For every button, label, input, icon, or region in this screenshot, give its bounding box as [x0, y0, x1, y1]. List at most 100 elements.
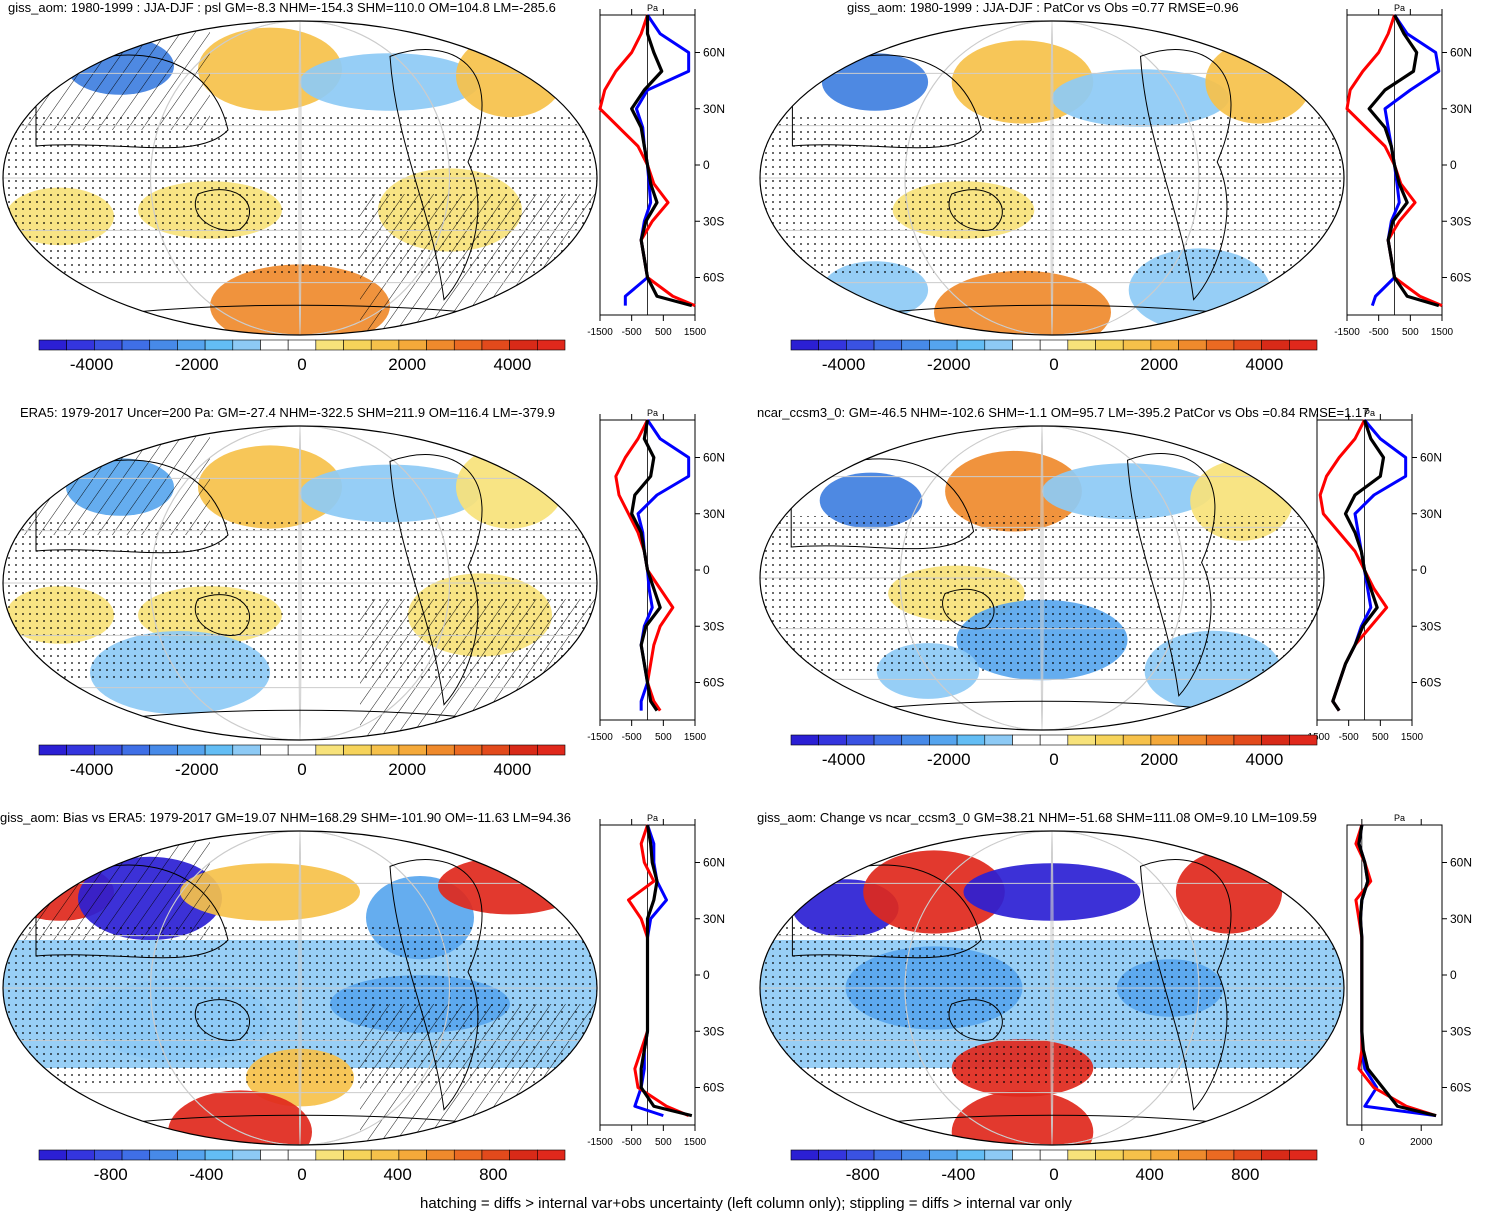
- colorbar-tick-label: -800: [846, 1165, 880, 1184]
- colorbar-cell: [426, 1149, 455, 1161]
- colorbar-tick-label: 4000: [493, 760, 531, 779]
- field-blob: [821, 53, 929, 111]
- colorbar-cell: [260, 744, 289, 756]
- colorbar-cell: [1039, 339, 1069, 351]
- colorbar-tick-label: -4000: [822, 750, 865, 769]
- colorbar-cell: [901, 339, 930, 351]
- y-tick-label: 30N: [1450, 912, 1472, 926]
- colorbar-tick-label: 4000: [493, 355, 531, 374]
- colorbar-cell: [453, 339, 483, 351]
- map-field: [3, 831, 597, 1145]
- colorbar-cell: [1150, 1149, 1179, 1161]
- zonal-line-diff: [1331, 419, 1386, 712]
- stippling: [760, 114, 1344, 274]
- map: [759, 425, 1325, 731]
- panel-p3: ERA5: 1979-2017 Uncer=200 Pa: GM=-27.4 N…: [0, 405, 740, 805]
- colorbar-cell: [1039, 1149, 1069, 1161]
- unit-label: Pa: [647, 408, 658, 418]
- panel-title: giss_aom: Change vs ncar_ccsm3_0 GM=38.2…: [757, 810, 1317, 825]
- map-border: [2, 830, 598, 1146]
- y-tick-label: 30N: [703, 507, 725, 521]
- x-tick-label: 500: [1402, 327, 1419, 338]
- colorbar-cell: [1012, 1149, 1041, 1161]
- colorbar-cell: [790, 734, 819, 746]
- map-field: [760, 21, 1344, 335]
- y-tick-label: 60N: [703, 451, 725, 465]
- colorbar-cell: [149, 1149, 178, 1161]
- y-tick-label: 60S: [1450, 1081, 1471, 1095]
- colorbar-cell: [1039, 734, 1069, 746]
- y-tick-label: 30S: [703, 1024, 724, 1038]
- colorbar-cell: [1205, 1149, 1235, 1161]
- colorbar-cell: [315, 1149, 344, 1161]
- colorbar-tick-label: 2000: [388, 355, 426, 374]
- colorbar-tick-label: -2000: [927, 750, 970, 769]
- map-field: [3, 21, 597, 335]
- zonal-line-diff: [630, 15, 693, 308]
- colorbar-tick-label: 0: [1049, 355, 1058, 374]
- panel-p2: giss_aom: 1980-1999 : JJA-DJF : PatCor v…: [752, 0, 1492, 400]
- colorbar-cell: [426, 339, 455, 351]
- colorbar-cell: [204, 744, 234, 756]
- colorbar-cell: [260, 1149, 289, 1161]
- hatching: [360, 1004, 597, 1145]
- colorbar-cell: [537, 744, 566, 756]
- y-tick-label: 0: [1450, 968, 1457, 982]
- colorbar-cell: [343, 744, 372, 756]
- field-blob: [819, 472, 923, 529]
- y-tick-label: 30N: [1450, 102, 1472, 116]
- graticule-lon: [150, 831, 450, 1145]
- colorbar-tick-label: -2000: [175, 760, 218, 779]
- field-blob: [180, 863, 360, 921]
- colorbar-cell: [1178, 339, 1207, 351]
- colorbar-cell: [177, 339, 206, 351]
- colorbar-cell: [1122, 734, 1152, 746]
- x-tick-label: -1500: [587, 1137, 613, 1148]
- colorbar-tick-label: -4000: [70, 355, 113, 374]
- x-tick-label: 1500: [684, 327, 707, 338]
- colorbar-cell: [315, 744, 344, 756]
- colorbar-cell: [1205, 339, 1235, 351]
- colorbar-cell: [149, 744, 178, 756]
- colorbar-tick-label: -800: [94, 1165, 128, 1184]
- colorbar-tick-label: 400: [1135, 1165, 1163, 1184]
- y-tick-label: 30N: [703, 102, 725, 116]
- x-tick-label: 500: [655, 732, 672, 743]
- colorbar-cell: [481, 339, 510, 351]
- graticule-lon: [1050, 831, 1054, 1145]
- colorbar-cell: [1067, 734, 1096, 746]
- map: [2, 830, 598, 1146]
- colorbar-cell: [846, 734, 875, 746]
- zonal-line-diff: [1357, 824, 1437, 1118]
- field-blob: [456, 445, 564, 529]
- colorbar-cell: [1233, 339, 1262, 351]
- panel-title: ERA5: 1979-2017 Uncer=200 Pa: GM=-27.4 N…: [20, 405, 555, 420]
- colorbar-cell: [481, 1149, 510, 1161]
- colorbar-cell: [121, 339, 151, 351]
- colorbar-cell: [509, 1149, 538, 1161]
- colorbar-tick-label: 400: [383, 1165, 411, 1184]
- unit-label: Pa: [1364, 408, 1375, 418]
- y-tick-label: 60N: [1450, 856, 1472, 870]
- map-field: [760, 831, 1344, 1145]
- graticule-lon: [298, 831, 302, 1145]
- colorbar-cell: [1150, 339, 1179, 351]
- coastline: [1139, 859, 1232, 1111]
- colorbar-cell: [38, 339, 67, 351]
- field-blob: [863, 850, 1005, 934]
- x-tick-label: -500: [622, 1137, 642, 1148]
- y-tick-label: 60N: [703, 856, 725, 870]
- y-tick-label: 60N: [1420, 451, 1442, 465]
- panel-p6: giss_aom: Change vs ncar_ccsm3_0 GM=38.2…: [752, 810, 1492, 1210]
- graticule-lon: [904, 831, 1200, 1145]
- colorbar-cell: [398, 1149, 427, 1161]
- x-tick-label: 2000: [1410, 1137, 1433, 1148]
- colorbar-cell: [873, 339, 903, 351]
- colorbar-cell: [1178, 734, 1207, 746]
- unit-label: Pa: [647, 3, 658, 13]
- colorbar-cell: [846, 1149, 875, 1161]
- colorbar-cell: [1289, 339, 1318, 351]
